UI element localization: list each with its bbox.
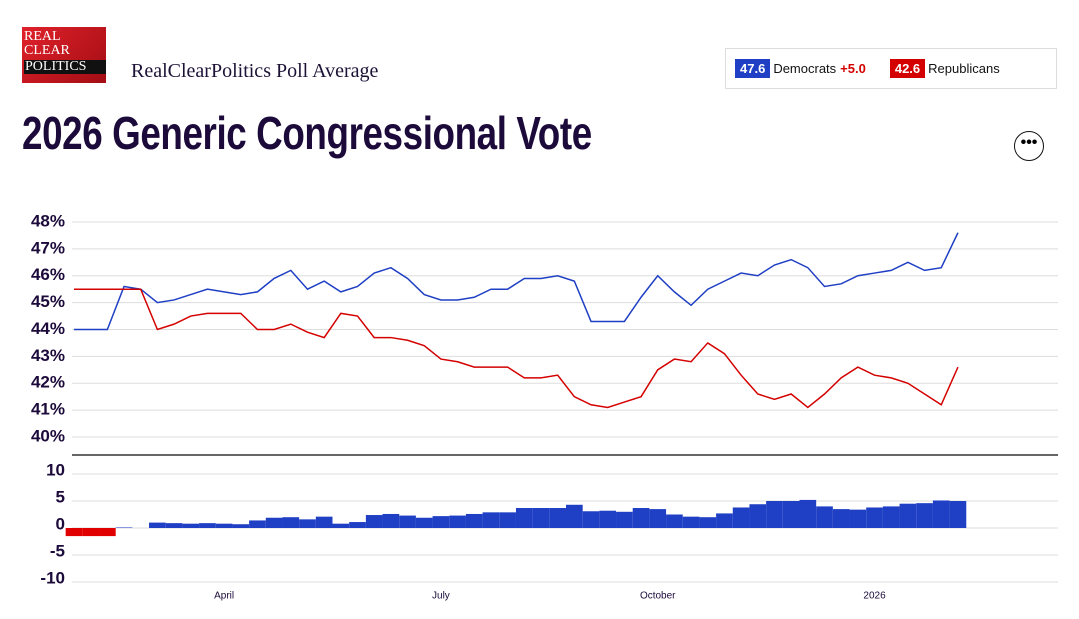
bar — [816, 506, 833, 528]
y-tick-label: 45% — [31, 292, 65, 311]
bar — [916, 503, 933, 528]
bar — [499, 512, 516, 528]
bar — [382, 513, 400, 528]
bar — [199, 523, 216, 528]
bar — [549, 508, 566, 528]
y-tick-label: 43% — [31, 346, 65, 365]
bar — [215, 523, 233, 528]
bar — [165, 523, 183, 528]
bar — [616, 511, 633, 528]
bar — [82, 528, 100, 537]
bar — [332, 523, 350, 528]
bar — [299, 519, 316, 528]
bar — [732, 507, 750, 528]
bar — [632, 508, 650, 528]
logo-line: REAL — [24, 29, 61, 44]
bar — [599, 510, 617, 528]
bar — [582, 511, 600, 528]
legend: 47.6 Democrats +5.0 42.6 Republicans — [725, 48, 1057, 89]
line-series — [74, 288, 959, 409]
legend-value: 42.6 — [889, 59, 926, 78]
bar — [782, 501, 800, 528]
bar — [899, 503, 917, 528]
bar — [949, 501, 967, 528]
bar — [399, 515, 416, 528]
bar — [482, 512, 500, 528]
bar — [315, 516, 333, 528]
bar — [182, 523, 200, 528]
x-tick-label: October — [640, 591, 676, 602]
bar — [115, 527, 133, 528]
y-tick-label: 42% — [31, 373, 65, 392]
y-tick-label: 47% — [31, 238, 65, 257]
y-tick-label: 5 — [56, 487, 65, 506]
bar — [682, 516, 700, 528]
logo-line: CLEAR — [24, 43, 70, 58]
more-button[interactable]: ••• — [1014, 131, 1044, 161]
bar — [99, 528, 116, 537]
bar — [365, 515, 383, 528]
bar — [699, 517, 717, 528]
bar — [232, 524, 250, 528]
y-tick-label: 46% — [31, 265, 65, 284]
bar — [65, 528, 83, 537]
bar — [849, 509, 867, 528]
bar — [566, 504, 583, 528]
bar — [449, 515, 466, 528]
x-tick-label: April — [214, 591, 234, 602]
bar — [649, 509, 667, 528]
subtitle: RealClearPolitics Poll Average — [131, 60, 379, 82]
y-tick-label: 41% — [31, 400, 65, 419]
bar — [349, 522, 366, 528]
bar — [282, 517, 300, 528]
legend-label: Republicans — [928, 61, 1000, 76]
y-tick-label: -10 — [40, 568, 65, 587]
bar — [532, 508, 550, 528]
bar — [149, 522, 166, 528]
bar — [766, 501, 783, 528]
x-tick-label: 2026 — [863, 591, 886, 602]
y-tick-label: 10 — [46, 460, 65, 479]
bar — [666, 514, 683, 528]
legend-value: 47.6 — [735, 59, 771, 78]
y-tick-label: 48% — [31, 211, 65, 230]
bar — [882, 506, 900, 528]
chart-title: 2026 Generic Congressional Vote — [22, 107, 592, 159]
bar — [932, 500, 950, 528]
legend-lead: +5.0 — [840, 61, 866, 76]
bar — [249, 520, 266, 528]
bar — [465, 513, 483, 528]
y-tick-label: -5 — [50, 541, 65, 560]
legend-label: Democrats — [773, 61, 837, 76]
bar — [415, 517, 433, 528]
y-tick-label: 44% — [31, 319, 65, 338]
bar — [866, 507, 883, 528]
bar — [716, 513, 733, 528]
y-tick-label: 40% — [31, 426, 65, 445]
bar — [799, 499, 817, 528]
x-tick-label: July — [432, 591, 450, 602]
bar — [265, 517, 283, 528]
bar — [515, 508, 533, 528]
logo[interactable]: REAL CLEAR POLITICS — [22, 27, 106, 83]
y-tick-label: 0 — [56, 514, 65, 533]
line-series — [74, 232, 959, 331]
bar — [432, 516, 450, 528]
logo-line: POLITICS — [24, 60, 106, 74]
bar — [749, 504, 767, 528]
bar — [832, 509, 850, 528]
